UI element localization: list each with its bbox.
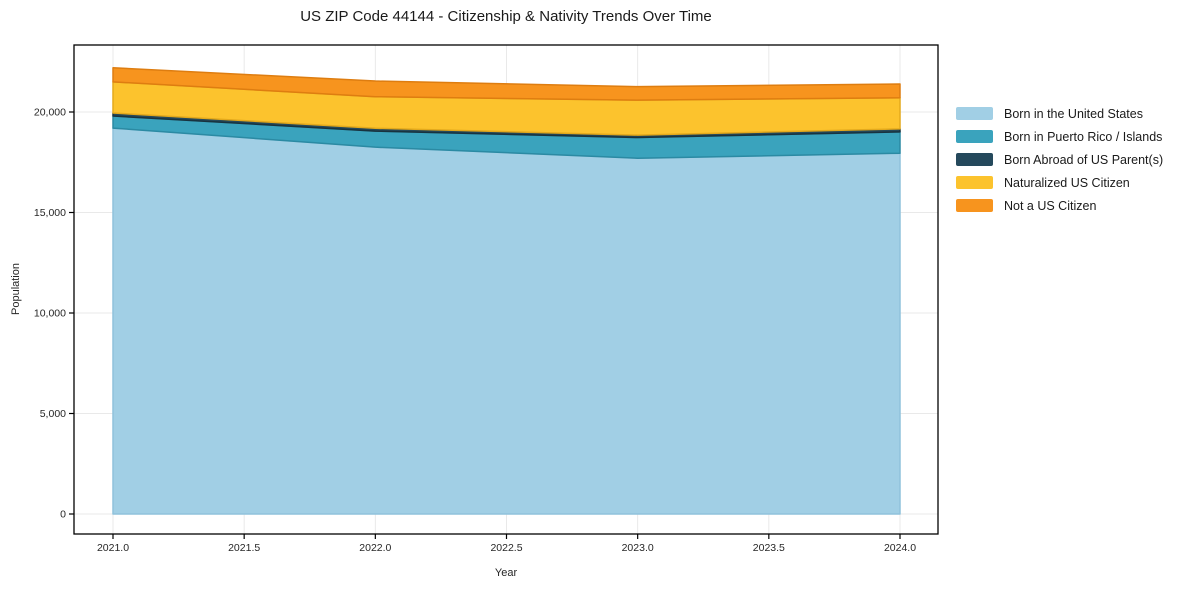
x-axis-label: Year	[494, 567, 518, 579]
x-tick-label: 2022.5	[490, 542, 522, 554]
legend-item-born-abroad: Born Abroad of US Parent(s)	[956, 148, 1163, 171]
axes: 2021.0 2021.5 2022.0 2022.5 2023.0 2023.5 2024…	[34, 107, 916, 555]
legend-label-not-citizen: Not a US Citizen	[1004, 198, 1097, 213]
y-tick-label: 5,000	[40, 408, 66, 420]
legend: Born in the United States Born in Puerto…	[956, 102, 1163, 217]
x-tick-label: 2024.0	[884, 542, 916, 554]
legend-label-naturalized: Naturalized US Citizen	[1004, 175, 1130, 190]
chart-title: US ZIP Code 44144 - Citizenship & Nativi…	[300, 8, 712, 25]
legend-label-puerto-rico-islands: Born in Puerto Rico / Islands	[1004, 129, 1163, 144]
y-tick-label: 10,000	[34, 308, 66, 320]
stacked-areas	[112, 67, 901, 515]
legend-item-naturalized: Naturalized US Citizen	[956, 171, 1163, 194]
x-tick-label: 2021.5	[228, 542, 260, 554]
x-tick-label: 2023.0	[622, 542, 654, 554]
y-axis-label: Population	[10, 263, 22, 315]
y-tick-label: 20,000	[34, 107, 66, 119]
legend-item-not-citizen: Not a US Citizen	[956, 194, 1163, 217]
area-series-4	[112, 67, 901, 101]
legend-label-born-abroad: Born Abroad of US Parent(s)	[1004, 152, 1164, 167]
legend-swatch-born-abroad	[956, 153, 993, 166]
legend-swatch-not-citizen	[956, 199, 993, 212]
x-tick-label: 2021.0	[97, 542, 129, 554]
x-tick-label: 2023.5	[753, 542, 785, 554]
legend-swatch-puerto-rico-islands	[956, 130, 993, 143]
y-tick-label: 0	[60, 509, 66, 521]
legend-item-puerto-rico-islands: Born in Puerto Rico / Islands	[956, 125, 1163, 148]
y-tick-label: 15,000	[34, 207, 66, 219]
legend-item-born-in-us: Born in the United States	[956, 102, 1163, 125]
x-tick-label: 2022.0	[359, 542, 391, 554]
area-series-0	[112, 127, 901, 515]
legend-swatch-naturalized	[956, 176, 993, 189]
legend-swatch-born-in-us	[956, 107, 993, 120]
legend-label-born-in-us: Born in the United States	[1004, 106, 1143, 121]
